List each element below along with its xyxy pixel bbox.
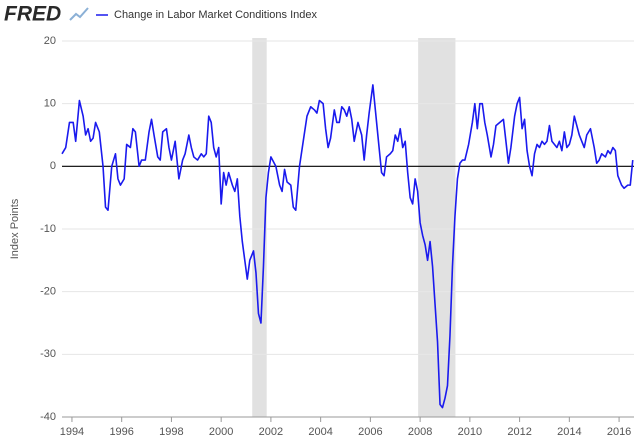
x-tick-label: 2004 [308,426,332,438]
y-tick-label: -10 [40,223,56,235]
logo-icon [69,7,89,21]
y-tick-label: -30 [40,348,56,360]
y-tick-label: -40 [40,411,56,423]
legend-label: Change in Labor Market Conditions Index [114,9,318,21]
x-tick-label: 1994 [60,426,84,438]
recession-band [418,38,456,417]
x-tick-label: 1998 [159,426,183,438]
y-tick-label: 20 [44,35,56,47]
x-tick-label: 1996 [109,426,133,438]
x-tick-label: 2008 [408,426,432,438]
y-axis-label: Index Points [9,198,21,259]
y-tick-label: 10 [44,98,56,110]
recession-band [252,38,267,417]
y-tick-label: 0 [50,160,56,172]
x-tick-label: 2012 [507,426,531,438]
logo: FRED [4,3,61,26]
x-tick-label: 2014 [557,426,581,438]
series-line [61,84,634,409]
x-tick-label: 2010 [458,426,482,438]
x-tick-label: 2016 [607,426,631,438]
x-tick-label: 2006 [358,426,382,438]
x-tick-label: 2002 [259,426,283,438]
x-tick-label: 2000 [209,426,233,438]
y-tick-label: -20 [40,286,56,298]
